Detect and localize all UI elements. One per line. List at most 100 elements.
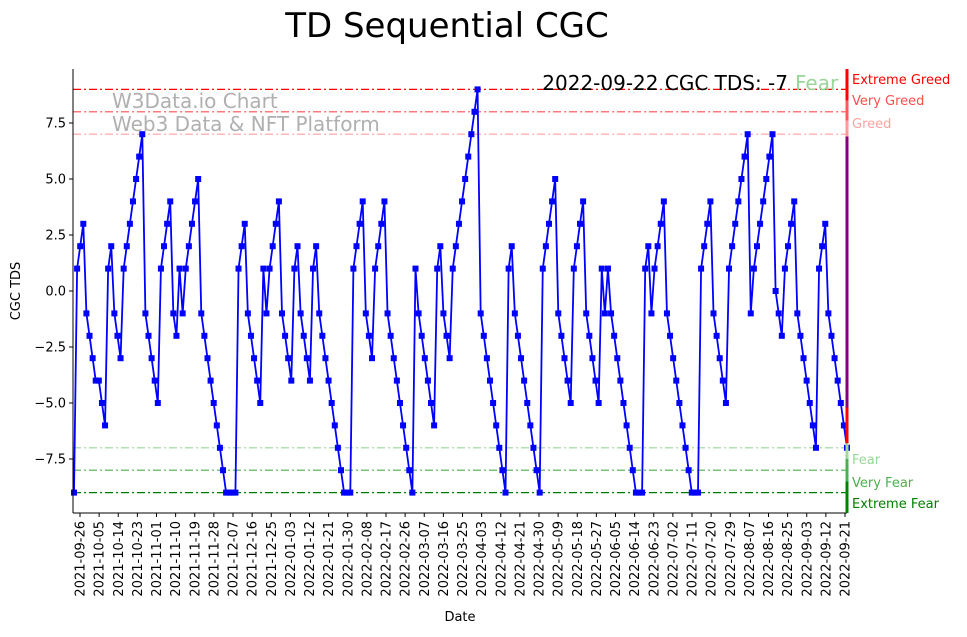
data-point [201, 332, 208, 339]
data-point [775, 310, 782, 317]
data-point [71, 489, 77, 496]
data-point [785, 243, 792, 250]
data-point [356, 220, 363, 227]
data-point [716, 355, 723, 362]
data-point [266, 265, 273, 272]
data-point [365, 332, 372, 339]
threshold-label: Very Fear [852, 476, 914, 491]
data-point [161, 243, 168, 250]
data-point [316, 310, 323, 317]
data-point [549, 198, 556, 205]
data-point [111, 310, 118, 317]
data-point [421, 355, 428, 362]
data-point [766, 153, 773, 160]
watermark-line-1: W3Data.io Chart [112, 89, 278, 113]
data-point [555, 310, 562, 317]
data-point [760, 198, 767, 205]
x-tick-label: 2022-07-20 [705, 521, 720, 597]
data-point [502, 489, 509, 496]
data-point [74, 265, 81, 272]
data-point [505, 265, 512, 272]
data-point [558, 332, 565, 339]
data-point [545, 220, 552, 227]
x-tick-label: 2022-06-23 [647, 521, 662, 597]
data-point [353, 243, 360, 250]
data-point [676, 400, 683, 406]
data-point [465, 153, 472, 160]
data-point [486, 377, 493, 384]
data-point [384, 310, 391, 317]
data-point [474, 86, 481, 93]
data-point [241, 220, 248, 227]
data-point [713, 332, 720, 339]
x-tick-label: 2022-07-02 [666, 521, 681, 597]
x-tick-label: 2021-12-07 [227, 521, 242, 597]
data-point [837, 400, 844, 406]
data-point [381, 198, 388, 205]
data-point [735, 198, 742, 205]
x-tick-label: 2021-11-01 [150, 521, 165, 597]
data-point [604, 265, 611, 272]
data-point [185, 243, 192, 250]
data-point [244, 310, 251, 317]
x-tick-label: 2021-12-16 [246, 521, 261, 597]
data-point [496, 444, 503, 451]
data-point [393, 377, 400, 384]
data-point [260, 265, 267, 272]
x-tick-label: 2022-03-07 [418, 521, 433, 597]
data-point [428, 400, 435, 406]
data-point [698, 265, 705, 272]
data-point [518, 355, 525, 362]
data-point [710, 310, 717, 317]
data-point [508, 243, 515, 250]
data-point [530, 444, 537, 451]
y-tick-label: −7.5 [34, 453, 66, 468]
series-line [73, 89, 848, 494]
x-tick-label: 2022-09-21 [839, 521, 854, 597]
data-point [282, 332, 289, 339]
data-point [164, 220, 171, 227]
data-point [369, 355, 376, 362]
data-point [819, 243, 826, 250]
x-tick-label: 2022-09-03 [800, 521, 815, 597]
data-point [704, 220, 711, 227]
data-point [387, 332, 394, 339]
data-point [92, 377, 99, 384]
data-point [763, 176, 770, 182]
data-point [406, 467, 413, 474]
x-tick-label: 2022-04-12 [494, 521, 509, 597]
data-point [86, 332, 93, 339]
data-point [129, 198, 136, 205]
data-point [654, 243, 661, 250]
y-tick-label: −5.0 [34, 397, 66, 412]
data-point [840, 422, 847, 429]
data-point [400, 422, 407, 429]
data-point [182, 265, 189, 272]
data-point [319, 332, 326, 339]
x-tick-label: 2021-10-05 [93, 521, 108, 597]
data-point [747, 310, 754, 317]
data-point [350, 265, 357, 272]
x-tick-label: 2022-01-30 [341, 521, 356, 597]
data-point [750, 265, 757, 272]
data-point [803, 377, 810, 384]
data-point [195, 176, 202, 182]
data-point [424, 377, 431, 384]
data-point [757, 220, 764, 227]
data-point [626, 444, 633, 451]
data-point [275, 198, 282, 205]
data-point [679, 422, 686, 429]
data-point [396, 400, 403, 406]
data-point [642, 265, 649, 272]
data-point [157, 265, 164, 272]
data-point [95, 377, 102, 384]
data-point [412, 265, 419, 272]
data-point [586, 332, 593, 339]
data-point [359, 198, 366, 205]
data-point [651, 265, 658, 272]
data-point [102, 422, 109, 429]
data-point [257, 400, 264, 406]
data-point [117, 355, 124, 362]
x-tick-label: 2022-03-25 [456, 521, 471, 597]
x-tick-label: 2022-08-25 [781, 521, 796, 597]
